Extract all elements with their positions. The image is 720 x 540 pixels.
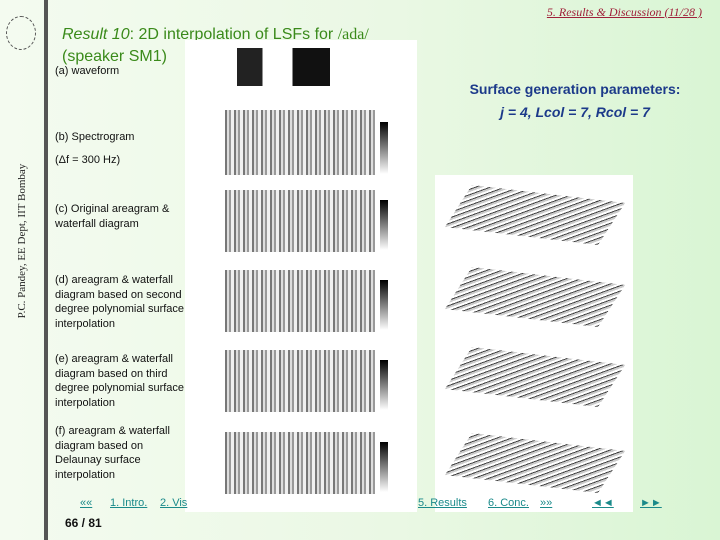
surface-parameters: Surface generation parameters: j = 4, Lco… (469, 81, 681, 120)
waterfall-second-degree (445, 267, 625, 327)
label-b: (b) Spectrogram (55, 131, 135, 143)
areagram-third-degree (225, 350, 375, 412)
nav-vis[interactable]: 2. Vis (160, 497, 188, 509)
nav-prev[interactable]: ◄◄ (592, 497, 614, 509)
nav-first[interactable]: «« (80, 497, 93, 509)
author-credit: P.C. Pandey, EE Dept, IIT Bombay (16, 163, 28, 319)
areagram-delaunay (225, 432, 375, 494)
slide-title: Result 10: 2D interpolation of LSFs for … (62, 26, 369, 65)
waterfall-original (445, 185, 625, 245)
waterfall-plots (435, 175, 633, 512)
spectrogram-plot (225, 110, 375, 175)
colorbar (380, 442, 388, 492)
nav-next-section[interactable]: »» (540, 497, 553, 509)
nav-results[interactable]: 5. Results (418, 497, 467, 509)
colorbar (380, 360, 388, 410)
areagram-original (225, 190, 375, 252)
label-f: (f) areagram & waterfall diagram based o… (55, 425, 170, 481)
section-link[interactable]: 5. Results & Discussion (11/28 ) (546, 5, 702, 19)
label-a: (a) waveform (55, 65, 120, 77)
colorbar (380, 280, 388, 330)
label-d: (d) areagram & waterfall diagram based o… (55, 274, 185, 330)
nav-conc[interactable]: 6. Conc. (488, 497, 529, 509)
divider (44, 0, 48, 540)
iit-logo (6, 16, 36, 50)
waveform-plot (225, 48, 375, 86)
label-b2: (Δf = 300 Hz) (55, 154, 121, 166)
page-number: 66 / 81 (65, 516, 102, 530)
colorbar (380, 122, 388, 174)
label-c: (c) Original areagram & waterfall diagra… (55, 203, 170, 230)
figure-panels (185, 40, 417, 512)
areagram-second-degree (225, 270, 375, 332)
nav-intro[interactable]: 1. Intro. (110, 497, 148, 509)
sidebar: P.C. Pandey, EE Dept, IIT Bombay (0, 0, 44, 540)
nav-next[interactable]: ►► (640, 497, 662, 509)
colorbar (380, 200, 388, 250)
waterfall-third-degree (445, 347, 625, 407)
waterfall-delaunay (445, 433, 625, 493)
label-e: (e) areagram & waterfall diagram based o… (55, 353, 185, 409)
